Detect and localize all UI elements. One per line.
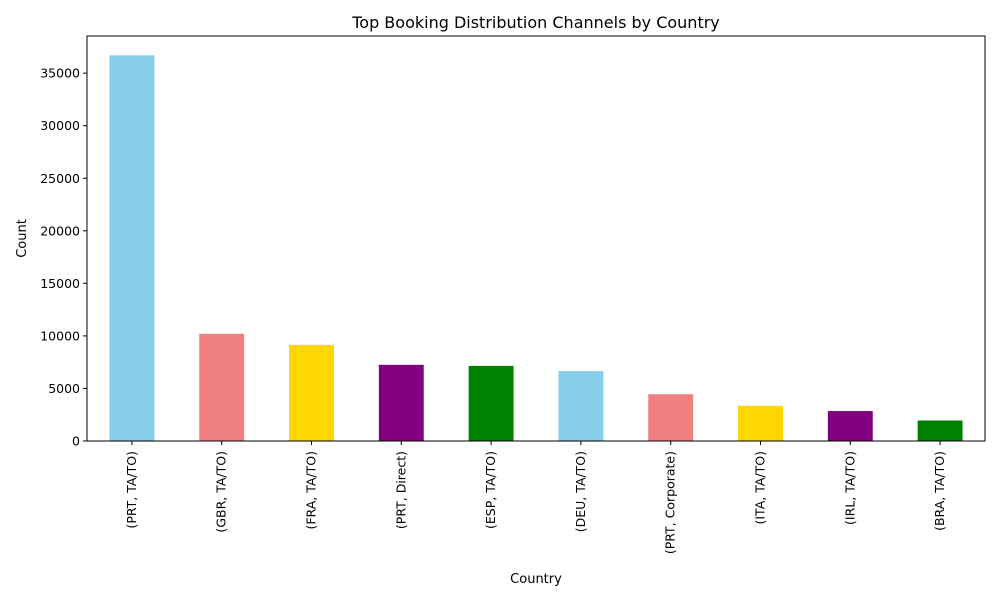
y-tick-label: 35000	[40, 66, 80, 81]
x-axis-ticks: (PRT, TA/TO) (GBR, TA/TO) (FRA, TA/TO) (PRT…	[124, 441, 947, 554]
bar-8	[827, 411, 873, 441]
y-tick-label: 0	[72, 434, 80, 449]
bar-7	[738, 405, 783, 441]
x-tick-label: (PRT, TA/TO)	[124, 451, 139, 529]
bar-3	[378, 364, 424, 441]
x-tick-label: (PRT, Corporate)	[663, 451, 678, 554]
x-tick-label: (PRT, Direct)	[393, 451, 408, 529]
y-tick-label: 30000	[40, 118, 80, 133]
y-tick-label: 5000	[48, 381, 80, 396]
bars-group	[109, 55, 963, 442]
x-tick-label: (ITA, TA/TO)	[753, 451, 768, 525]
chart-title: Top Booking Distribution Channels by Cou…	[351, 13, 720, 32]
bar-6	[648, 394, 694, 441]
bar-0	[109, 55, 155, 442]
y-axis-label: Count	[15, 219, 30, 258]
x-tick-label: (IRL, TA/TO)	[842, 451, 857, 525]
bar-2	[289, 344, 334, 441]
bar-4	[468, 365, 514, 441]
x-tick-label: (DEU, TA/TO)	[573, 451, 588, 532]
x-tick-label: (ESP, TA/TO)	[483, 451, 498, 529]
x-axis-label: Country	[510, 572, 562, 587]
y-tick-label: 10000	[40, 328, 80, 343]
y-tick-label: 15000	[40, 276, 80, 291]
bar-9	[917, 420, 963, 441]
y-tick-label: 25000	[40, 171, 80, 186]
y-axis-ticks: 0 5000 10000 15000 20000 25000 30000 35000	[40, 66, 87, 449]
bar-5	[558, 371, 604, 441]
x-tick-label: (GBR, TA/TO)	[214, 451, 229, 533]
y-tick-label: 20000	[40, 223, 80, 238]
x-tick-label: (BRA, TA/TO)	[932, 451, 947, 531]
bar-1	[199, 333, 245, 441]
plot-area-frame	[86, 35, 986, 442]
x-tick-label: (FRA, TA/TO)	[304, 451, 319, 530]
